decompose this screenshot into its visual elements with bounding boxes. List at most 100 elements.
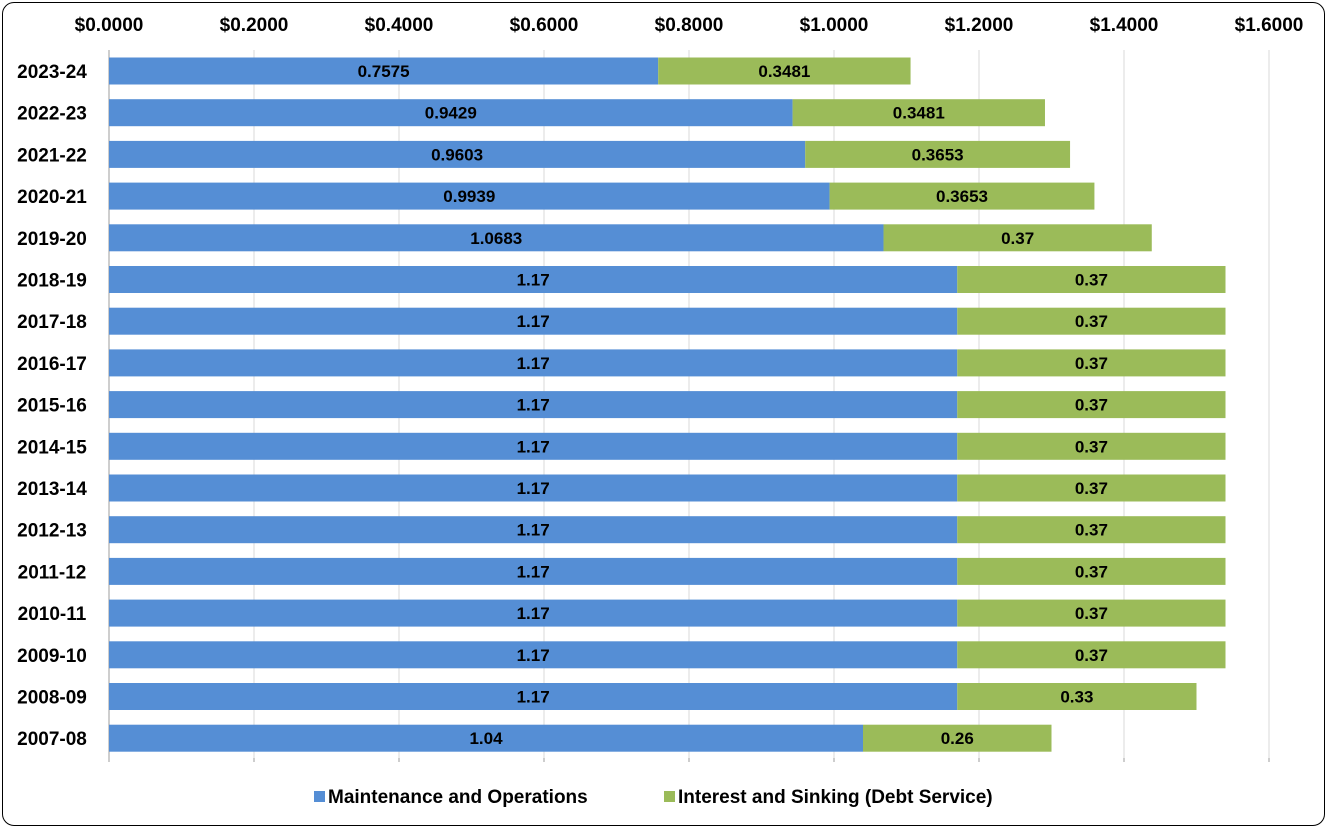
data-label: 0.37 xyxy=(1001,229,1034,248)
bar-maintenance-operations xyxy=(109,266,958,293)
category-label: 2007-08 xyxy=(17,729,87,750)
x-tick-label: $0.0000 xyxy=(75,15,144,36)
data-label: 1.17 xyxy=(517,437,550,456)
data-label: 0.9429 xyxy=(425,104,477,123)
data-label: 0.3653 xyxy=(936,187,988,206)
data-label: 0.37 xyxy=(1075,521,1108,540)
bar-maintenance-operations xyxy=(109,224,884,252)
legend-swatch-interest xyxy=(664,791,675,802)
x-tick-label: $1.6000 xyxy=(1235,15,1304,36)
category-label: 2013-14 xyxy=(17,479,87,500)
category-label: 2023-24 xyxy=(17,62,87,83)
x-tick-label: $0.8000 xyxy=(655,15,724,36)
bar-interest-sinking xyxy=(883,224,1152,252)
bar-interest-sinking xyxy=(805,140,1071,168)
bar-interest-sinking xyxy=(957,516,1226,544)
category-label: 2016-17 xyxy=(17,354,87,375)
x-tick-label: $0.4000 xyxy=(365,15,434,36)
data-label: 0.9603 xyxy=(431,145,483,164)
x-axis-ticks: $0.0000 $0.2000 $0.4000 $0.6000 $0.8000 $1.00… xyxy=(75,15,1304,36)
category-labels: 2023-24 2022-23 2021-22 2020-21 2019-20 2018-… xyxy=(17,62,87,750)
data-label: 0.37 xyxy=(1075,271,1108,290)
data-label: 0.37 xyxy=(1075,312,1108,331)
legend-label-maintenance: Maintenance and Operations xyxy=(328,787,588,808)
bar-interest-sinking xyxy=(829,182,1095,210)
data-label: 1.17 xyxy=(517,354,550,373)
bar-maintenance-operations xyxy=(109,683,958,710)
x-tick-label: $0.6000 xyxy=(510,15,579,36)
bar-interest-sinking xyxy=(957,432,1226,460)
category-label: 2018-19 xyxy=(17,271,87,292)
data-label: 1.17 xyxy=(517,688,550,707)
category-label: 2011-12 xyxy=(18,562,87,583)
x-tick-label: $0.2000 xyxy=(220,15,289,36)
data-label: 1.17 xyxy=(517,646,550,665)
data-labels: 0.7575 0.3481 0.9429 0.3481 0.9603 0.3653 0.99… xyxy=(358,62,1108,748)
data-label: 0.37 xyxy=(1075,562,1108,581)
bar-interest-sinking xyxy=(957,641,1226,669)
bars xyxy=(109,57,1226,752)
bar-interest-sinking xyxy=(658,57,911,85)
bar-maintenance-operations xyxy=(109,391,958,419)
legend-label-interest: Interest and Sinking (Debt Service) xyxy=(678,787,993,808)
data-label: 1.17 xyxy=(517,521,550,540)
category-label: 2014-15 xyxy=(17,437,87,458)
data-label: 1.17 xyxy=(517,562,550,581)
legend-swatch-maintenance xyxy=(314,791,325,802)
category-label: 2017-18 xyxy=(17,312,87,333)
bar-maintenance-operations xyxy=(109,474,958,502)
x-tick-label: $1.0000 xyxy=(800,15,869,36)
bar-maintenance-operations xyxy=(109,724,863,752)
bar-maintenance-operations xyxy=(109,57,659,85)
data-label: 1.0683 xyxy=(470,229,522,248)
bar-maintenance-operations xyxy=(109,140,806,168)
bar-interest-sinking xyxy=(792,99,1045,127)
bar-interest-sinking xyxy=(957,349,1226,377)
data-label: 0.3481 xyxy=(893,104,945,123)
bar-maintenance-operations xyxy=(109,432,958,460)
data-label: 0.37 xyxy=(1075,354,1108,373)
bar-interest-sinking xyxy=(863,724,1052,752)
category-label: 2012-13 xyxy=(17,521,87,542)
data-label: 1.17 xyxy=(517,604,550,623)
category-label: 2010-11 xyxy=(18,604,87,625)
category-label: 2019-20 xyxy=(17,229,87,250)
data-label: 0.37 xyxy=(1075,479,1108,498)
x-tick-label: $1.4000 xyxy=(1090,15,1159,36)
data-label: 1.17 xyxy=(517,479,550,498)
bar-interest-sinking xyxy=(957,557,1226,585)
bar-maintenance-operations xyxy=(109,307,958,335)
data-label: 0.7575 xyxy=(358,62,410,81)
x-tick-label: $1.2000 xyxy=(945,15,1014,36)
bar-interest-sinking xyxy=(957,266,1226,293)
bar-maintenance-operations xyxy=(109,641,958,669)
category-label: 2021-22 xyxy=(17,145,87,166)
bar-maintenance-operations xyxy=(109,99,793,127)
bar-maintenance-operations xyxy=(109,557,958,585)
legend: Maintenance and Operations Interest and S… xyxy=(314,787,993,808)
bar-interest-sinking xyxy=(957,307,1226,335)
category-label: 2022-23 xyxy=(17,104,87,125)
bar-maintenance-operations xyxy=(109,349,958,377)
data-label: 1.17 xyxy=(517,271,550,290)
bar-maintenance-operations xyxy=(109,182,830,210)
category-label: 2009-10 xyxy=(17,646,87,667)
category-label: 2015-16 xyxy=(17,396,87,417)
data-label: 0.37 xyxy=(1075,604,1108,623)
data-label: 0.37 xyxy=(1075,437,1108,456)
bar-interest-sinking xyxy=(957,599,1226,627)
data-label: 0.33 xyxy=(1060,688,1093,707)
bar-maintenance-operations xyxy=(109,599,958,627)
category-label: 2020-21 xyxy=(17,187,87,208)
bar-interest-sinking xyxy=(957,391,1226,419)
bar-interest-sinking xyxy=(957,474,1226,502)
bar-interest-sinking xyxy=(957,683,1197,710)
data-label: 0.3481 xyxy=(758,62,810,81)
data-label: 0.37 xyxy=(1075,396,1108,415)
data-label: 0.3653 xyxy=(912,145,964,164)
data-label: 1.17 xyxy=(517,396,550,415)
data-label: 0.37 xyxy=(1075,646,1108,665)
bar-maintenance-operations xyxy=(109,516,958,544)
data-label: 0.26 xyxy=(941,729,974,748)
